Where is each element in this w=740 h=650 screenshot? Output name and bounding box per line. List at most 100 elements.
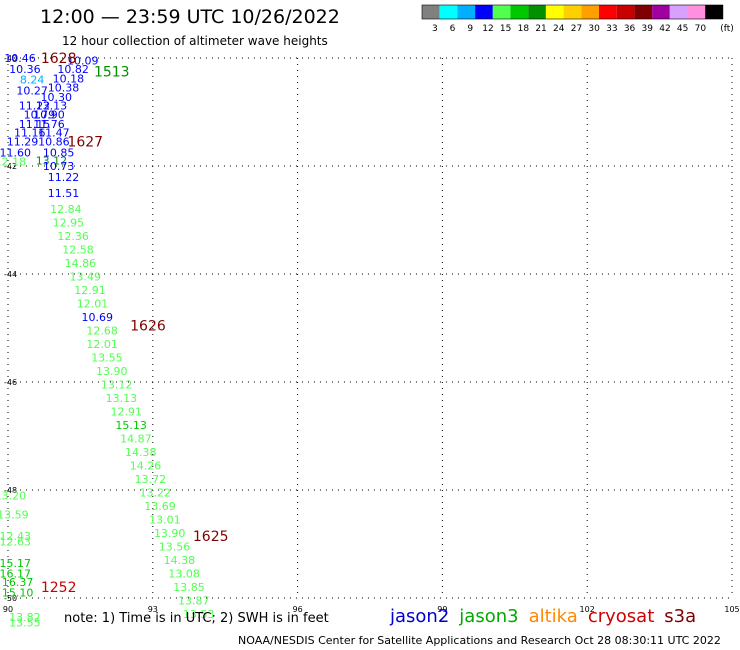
legend-swatch [492, 5, 511, 19]
wave-height-value: 13.08 [168, 568, 200, 581]
wave-height-value: 12.68 [86, 325, 118, 338]
legend-label: 6 [450, 24, 456, 34]
wave-height-value: 12.91 [74, 284, 106, 297]
wave-height-value: 11.76 [33, 118, 65, 131]
axis-tick-labels: 90 93 96 99 102 105 -40 -42 -44 -46 -48 -50 [3, 54, 740, 614]
legend-swatch [457, 5, 476, 19]
map-subtitle: 12 hour collection of altimeter wave hei… [62, 34, 328, 48]
lat-lon-grid [7, 57, 733, 599]
legend-label: 30 [588, 24, 600, 34]
legend-label: 9 [467, 24, 473, 34]
wave-height-value: 14.38 [125, 446, 157, 459]
wave-height-value: 15.13 [115, 419, 147, 432]
wave-height-value: 10.90 [33, 109, 65, 122]
footer-note: note: 1) Time is in UTC; 2) SWH is in fe… [64, 611, 329, 626]
wave-height-value: 11.51 [48, 187, 80, 200]
wave-height-value: 12.36 [57, 230, 89, 243]
wave-height-value: 13.20 [0, 489, 26, 502]
pass-time-label: 1513 [94, 65, 130, 81]
wave-height-value: 14.26 [130, 460, 162, 473]
satellite-label-s3a: s3a [664, 606, 697, 627]
y-tick-label: -48 [4, 486, 17, 495]
y-tick-label: -50 [4, 594, 17, 603]
wave-height-value: 13.85 [173, 581, 205, 594]
wave-height-value: 13.55 [9, 616, 41, 629]
wave-height-value: 11.29 [7, 136, 39, 149]
wave-height-value: 14.86 [65, 257, 97, 270]
wave-height-value: 14.87 [120, 433, 152, 446]
wave-height-value: 12.43 [0, 530, 31, 543]
wave-height-value: 13.82 [9, 611, 41, 624]
legend-swatch [581, 5, 599, 19]
pass-time-label: 1627 [67, 135, 103, 151]
wave-height-value: 13.49 [69, 271, 101, 284]
y-tick-label: -40 [4, 54, 17, 63]
legend-label: 3 [432, 24, 438, 34]
legend-swatch [616, 5, 635, 19]
wave-height-value: 11.22 [19, 100, 51, 113]
wave-height-value: 13.90 [96, 365, 128, 378]
wave-height-value: 11.60 [0, 147, 31, 160]
wave-height-value: 10.36 [9, 63, 41, 76]
wave-height-value: 10.86 [38, 136, 70, 149]
wave-height-value: 12.58 [62, 244, 94, 257]
wave-height-value: 16.17 [0, 568, 31, 581]
wave-height-value: 13.55 [91, 352, 123, 365]
wave-height-value: 8.24 [20, 74, 45, 87]
wave-height-value: 12.01 [86, 338, 118, 351]
y-tick-label: -46 [4, 378, 17, 387]
legend-label: 21 [535, 24, 546, 34]
x-tick-label: 90 [3, 605, 13, 614]
legend-swatch [669, 5, 688, 19]
legend-label: 24 [553, 24, 565, 34]
wave-height-value: 13.87 [178, 595, 210, 608]
satellite-label-jason2: jason2 [390, 606, 450, 627]
legend-label: 42 [659, 24, 670, 34]
legend-swatch [687, 5, 706, 19]
legend-unit: (ft) [720, 24, 734, 34]
wave-height-value: 14.38 [164, 554, 196, 567]
wave-height-value: 11.15 [19, 118, 51, 131]
wave-height-value: 13.13 [106, 392, 138, 405]
wave-height-value: 10.27 [16, 84, 48, 97]
wave-height-value: 10.85 [43, 147, 75, 160]
wave-height-value: 10.09 [67, 55, 99, 68]
wave-height-value: 13.01 [149, 514, 181, 527]
legend-swatch [599, 5, 617, 19]
legend-label: 33 [606, 24, 617, 34]
legend-swatch [634, 5, 653, 19]
wave-height-value: 12.18 [0, 156, 26, 169]
wave-height-value: 10.46 [4, 52, 36, 65]
wave-height-value: 13.13 [36, 100, 68, 113]
x-tick-label: 96 [293, 605, 303, 614]
wave-height-value: 12.63 [0, 535, 31, 548]
wave-height-value: 15.10 [2, 587, 34, 600]
wave-height-value: 10.82 [57, 63, 89, 76]
time-labels-layer: 1628 1513 1627 1626 1625 1252 [41, 51, 229, 596]
satellite-label-jason3: jason3 [459, 606, 519, 627]
wave-height-value: 12.91 [111, 406, 143, 419]
legend-swatch [422, 5, 440, 19]
wave-height-value: 10.30 [41, 91, 73, 104]
wave-height-value: 10.73 [43, 160, 75, 173]
legend-swatch [545, 5, 564, 19]
wave-height-value: 11.22 [48, 171, 80, 184]
x-tick-label: 102 [580, 605, 595, 614]
satellite-label-cryosat: cryosat [587, 606, 655, 627]
wave-height-value: 13.69 [144, 500, 176, 513]
color-legend: 3 6 9 12 15 18 21 24 27 30 33 36 39 42 45 70 (ft) [421, 4, 734, 34]
legend-label: 12 [482, 24, 493, 34]
y-tick-label: -42 [4, 162, 17, 171]
satellite-legend: jason2 jason3 altika cryosat s3a [390, 606, 706, 627]
legend-swatch [563, 5, 582, 19]
x-tick-label: 105 [724, 605, 739, 614]
pass-time-label: 1252 [41, 580, 77, 596]
legend-label: 18 [518, 24, 530, 34]
x-tick-label: 93 [148, 605, 158, 614]
x-tick-label: 99 [437, 605, 447, 614]
pass-time-label: 1626 [130, 318, 166, 334]
legend-label: 15 [500, 24, 511, 34]
wave-height-value: 12.01 [77, 298, 109, 311]
